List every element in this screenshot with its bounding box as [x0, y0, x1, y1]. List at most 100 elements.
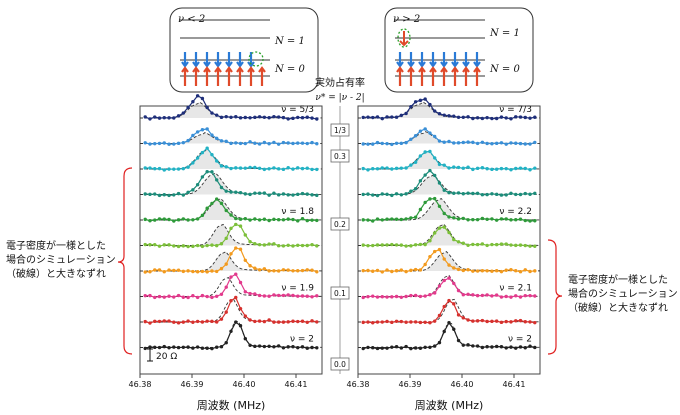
data-point [315, 218, 319, 223]
data-point [262, 191, 267, 195]
data-point [413, 293, 418, 298]
data-point [148, 192, 152, 197]
data-point [504, 166, 508, 171]
data-point [191, 218, 195, 222]
data-point [518, 217, 523, 221]
data-point [404, 111, 408, 116]
data-point [533, 320, 537, 325]
data-point [286, 345, 290, 349]
data-point [153, 192, 157, 196]
data-point [471, 167, 475, 172]
data-point [238, 217, 243, 221]
data-point [186, 138, 190, 143]
data-point [305, 192, 309, 196]
data-point [143, 217, 147, 222]
data-point [276, 344, 281, 348]
data-point [523, 166, 527, 171]
data-point [186, 244, 190, 249]
data-point [191, 244, 195, 249]
data-point [456, 141, 461, 145]
data-point [181, 166, 186, 171]
data-point [456, 267, 461, 272]
series-trace [358, 127, 541, 147]
data-point [504, 319, 508, 324]
data-point [286, 166, 290, 170]
center-tick-box [330, 357, 350, 371]
data-point [262, 115, 267, 119]
data-point [504, 294, 508, 299]
data-point [210, 269, 214, 273]
data-point [157, 319, 162, 324]
data-point [475, 116, 480, 120]
spin-up-arrows [396, 66, 481, 86]
data-point [257, 268, 262, 272]
data-point [272, 320, 276, 324]
data-point [494, 319, 499, 323]
data-point [262, 344, 267, 349]
data-point [418, 346, 423, 350]
data-point [148, 269, 152, 274]
data-point [533, 115, 537, 119]
data-point [253, 319, 257, 324]
data-point [315, 193, 319, 198]
data-point [456, 165, 461, 170]
spin-down-arrow-icon [396, 52, 404, 68]
data-point [523, 243, 527, 248]
data-point [518, 318, 523, 323]
data-point [523, 346, 527, 350]
data-point [219, 242, 224, 246]
filling-factor-label: ν = 2.2 [499, 207, 532, 217]
series-trace [140, 94, 323, 121]
data-point [533, 244, 537, 248]
data-point [442, 188, 446, 192]
series-trace [358, 298, 541, 325]
data-point [514, 346, 518, 350]
data-point [380, 218, 384, 222]
data-point [475, 344, 480, 348]
data-point [281, 293, 286, 298]
data-point [272, 191, 276, 195]
data-point [167, 116, 171, 120]
annotation-right-line-1: 電子密度が一様とした [568, 273, 668, 286]
data-point [267, 344, 271, 348]
data-point [394, 141, 399, 145]
data-point [210, 295, 214, 300]
data-point [224, 189, 228, 193]
data-point [243, 115, 247, 120]
data-point [528, 192, 532, 196]
center-tick-box [330, 149, 350, 163]
data-point [361, 142, 365, 146]
data-point [176, 167, 181, 171]
data-point [499, 320, 504, 325]
data-point [281, 115, 286, 120]
spin-up-arrow-icon [429, 66, 437, 86]
data-point [385, 346, 389, 350]
data-point [300, 294, 305, 298]
data-point [234, 222, 238, 227]
data-point [490, 345, 494, 349]
data-point [224, 114, 228, 119]
data-point [276, 115, 281, 119]
data-point [167, 217, 171, 222]
data-point [533, 219, 537, 223]
data-point [148, 243, 152, 247]
data-point [371, 294, 375, 298]
data-point [528, 293, 532, 298]
data-point [253, 165, 257, 170]
data-point [143, 115, 147, 119]
data-point [248, 264, 252, 268]
data-point [153, 268, 157, 272]
data-point [262, 294, 267, 298]
data-point [409, 189, 413, 193]
data-point [447, 215, 451, 219]
data-point [167, 193, 171, 198]
data-point [286, 193, 290, 197]
data-point [291, 217, 295, 222]
filling-factor-label: ν = 2.1 [499, 284, 532, 294]
center-tick-box [330, 217, 350, 231]
spin-down-arrow-icon [451, 52, 459, 68]
data-point [533, 166, 537, 170]
data-point [433, 134, 437, 139]
annotation-right-line-2: 場合のシミュレーション [568, 287, 678, 300]
data-point [452, 281, 456, 286]
